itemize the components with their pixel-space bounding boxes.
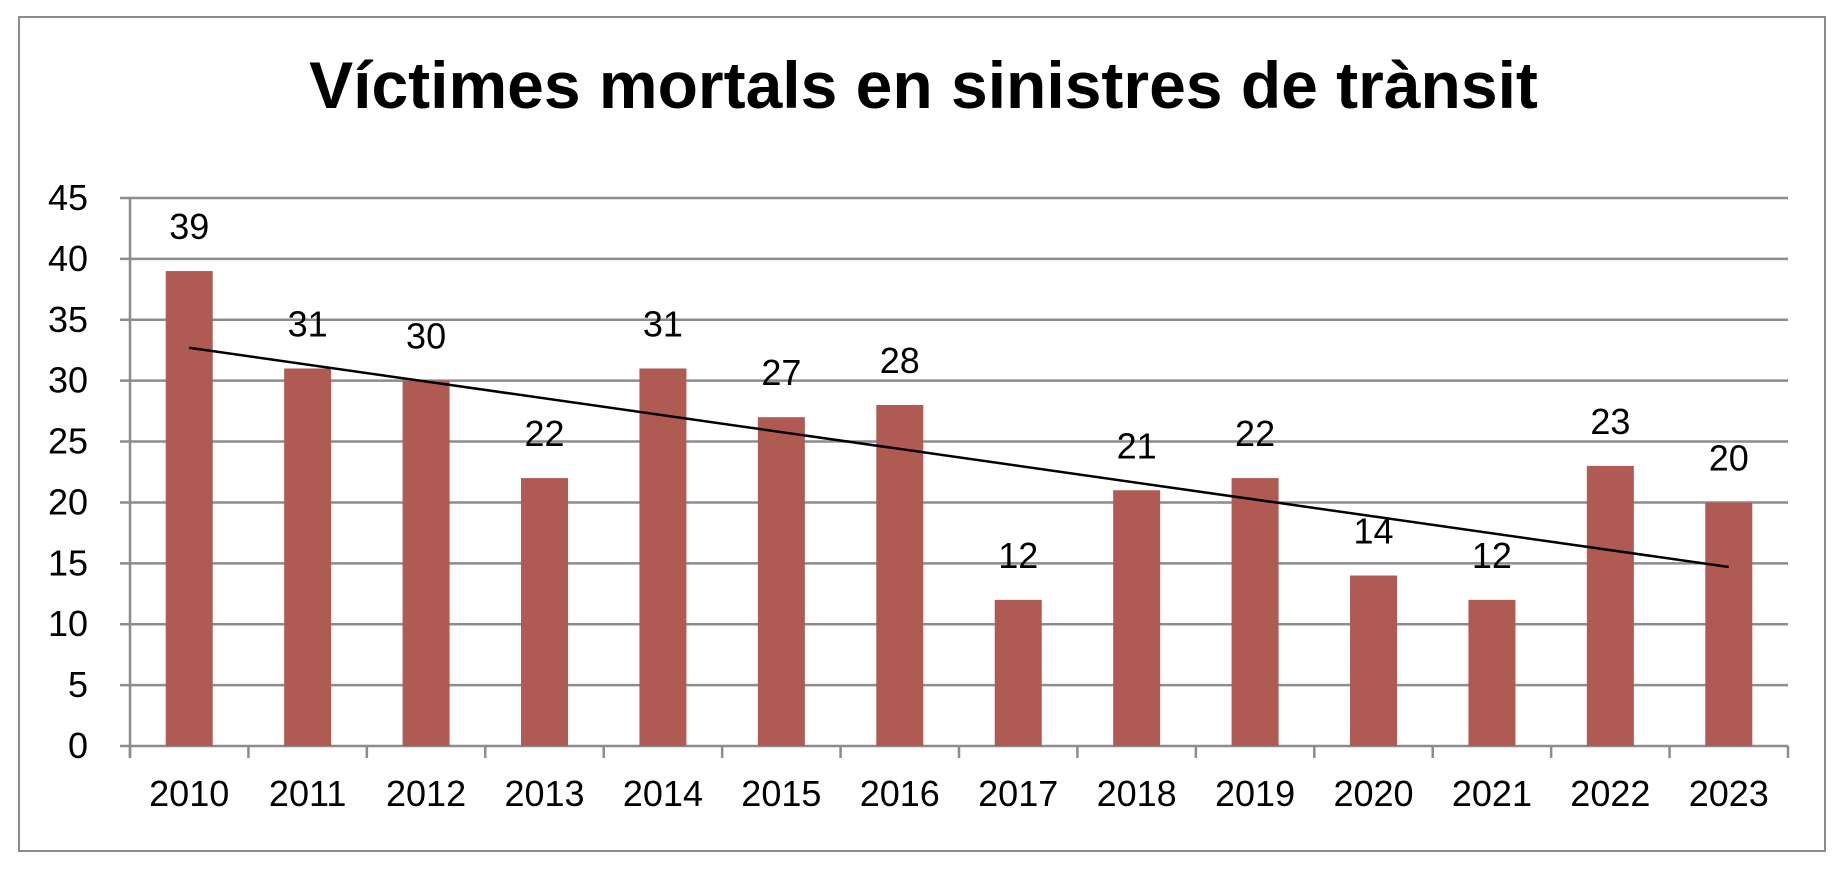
bar (1586, 465, 1634, 746)
data-label: 28 (880, 340, 920, 381)
y-tick-label: 0 (68, 725, 88, 766)
x-tick-label: 2019 (1215, 773, 1295, 814)
x-tick-label: 2014 (623, 773, 703, 814)
y-tick-label: 30 (48, 360, 88, 401)
y-tick-label: 40 (48, 238, 88, 279)
bar (1113, 490, 1161, 746)
bar (1705, 502, 1753, 746)
data-label: 27 (761, 352, 801, 393)
y-tick-label: 20 (48, 481, 88, 522)
data-label: 30 (406, 316, 446, 357)
x-tick-label: 2021 (1452, 773, 1532, 814)
bar (402, 380, 450, 746)
x-tick-label: 2010 (149, 773, 229, 814)
data-label: 20 (1709, 437, 1749, 478)
trendline (189, 346, 1729, 569)
data-label: 39 (169, 206, 209, 247)
y-tick-label: 5 (68, 664, 88, 705)
bar (1468, 599, 1516, 746)
x-tick-label: 2015 (741, 773, 821, 814)
data-label: 23 (1590, 401, 1630, 442)
x-tick-label: 2011 (269, 773, 346, 814)
x-tick-label: 2017 (978, 773, 1058, 814)
y-tick-label: 35 (48, 299, 88, 340)
y-tick-label: 15 (48, 542, 88, 583)
data-label: 21 (1117, 425, 1157, 466)
y-tick-label: 45 (48, 177, 88, 218)
x-tick-label: 2013 (504, 773, 584, 814)
bar (521, 478, 568, 746)
data-label: 14 (1353, 511, 1393, 552)
x-tick-label: 2016 (860, 773, 940, 814)
y-tick-label: 10 (48, 603, 88, 644)
data-label: 12 (998, 535, 1038, 576)
x-tick-label: 2018 (1097, 773, 1177, 814)
data-label: 31 (643, 303, 683, 344)
bar (876, 405, 924, 746)
data-label: 22 (1235, 413, 1275, 454)
y-tick-label: 25 (48, 421, 88, 462)
x-tick-label: 2020 (1333, 773, 1413, 814)
bar (757, 417, 805, 746)
x-tick-label: 2012 (386, 773, 466, 814)
bar (639, 368, 687, 746)
x-tick-label: 2022 (1570, 773, 1650, 814)
data-label: 31 (288, 303, 328, 344)
x-tick-label: 2023 (1689, 773, 1769, 814)
bar (994, 599, 1042, 746)
chart-title: Víctimes mortals en sinistres de trànsit (309, 48, 1538, 122)
bar (165, 271, 213, 746)
bar (1350, 575, 1397, 746)
data-label: 12 (1472, 535, 1512, 576)
bar (1231, 478, 1279, 746)
bar (284, 368, 332, 746)
data-label: 22 (524, 413, 564, 454)
